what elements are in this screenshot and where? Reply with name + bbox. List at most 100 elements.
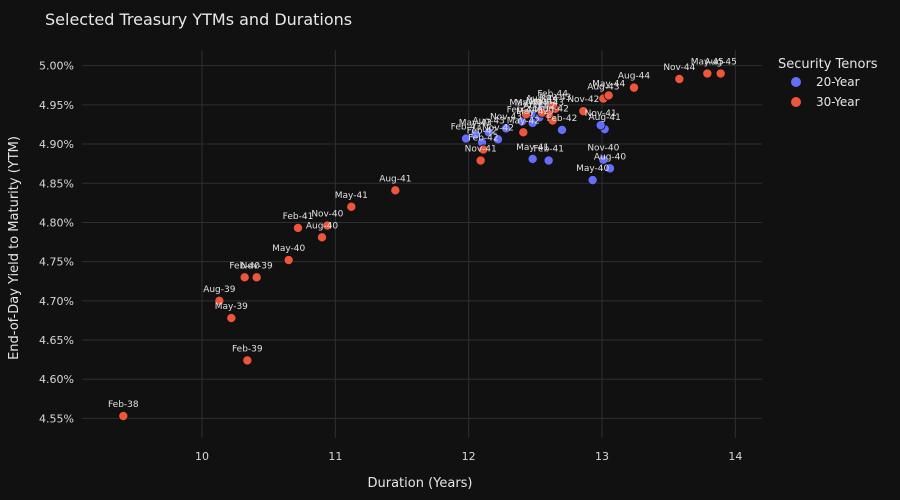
data-point-30-year — [547, 100, 558, 111]
data-point-30-year — [702, 68, 713, 79]
point-label: May-44 — [515, 98, 548, 108]
data-point-30-year — [251, 272, 262, 283]
point-label: Feb-40 — [229, 261, 260, 271]
data-point-20-year — [595, 120, 606, 131]
data-point-20-year — [587, 175, 598, 186]
chart-title: Selected Treasury YTMs and Durations — [45, 10, 352, 29]
point-label: Nov-43 — [539, 93, 571, 103]
point-label: Aug-41 — [379, 174, 411, 184]
x-tick-label: 12 — [462, 450, 476, 463]
point-label: Feb-42 — [467, 126, 498, 136]
y-tick-labels: 4.55% 4.60% 4.65% 4.70% 4.75% 4.80% 4.85% 4.90%… — [39, 60, 74, 426]
legend-marker — [791, 97, 801, 107]
data-point-20-year — [598, 154, 609, 165]
x-tick-labels: 10 11 12 13 14 — [195, 450, 742, 463]
data-point-20-year — [460, 133, 471, 144]
legend-entry: 30-Year — [816, 95, 860, 109]
x-axis-title: Duration (Years) — [367, 476, 472, 491]
x-tick-label: 13 — [595, 450, 609, 463]
point-label: Nov-40 — [587, 144, 619, 154]
data-point-30-year — [478, 144, 489, 155]
data-point-30-year — [283, 255, 294, 266]
data-point-30-year — [118, 411, 129, 422]
data-point-20-year — [500, 123, 511, 134]
data-point-20-year — [492, 134, 503, 145]
point-label: Aug-42 — [537, 105, 569, 115]
data-point-30-year — [629, 82, 640, 93]
data-point-30-year — [537, 107, 548, 118]
point-label: May-42 — [516, 107, 549, 117]
data-point-30-year — [239, 272, 250, 283]
point-label: May-41 — [516, 143, 549, 153]
point-label: Nov-42 — [567, 95, 599, 105]
point-label: Feb-44 — [537, 90, 568, 100]
point-label: May-45 — [691, 58, 724, 68]
y-tick-label: 4.65% — [39, 334, 74, 347]
point-label: Aug-41 — [589, 113, 621, 123]
point-label: Nov-42 — [482, 123, 514, 133]
y-tick-label: 4.60% — [39, 373, 74, 386]
x-tick-label: 10 — [195, 450, 209, 463]
data-point-20-year — [557, 124, 568, 135]
point-label: Feb-41 — [283, 212, 314, 222]
point-label: May-43 — [509, 98, 542, 108]
data-point-30-year — [214, 295, 225, 306]
data-point-30-year — [292, 222, 303, 233]
point-label: Aug-44 — [618, 72, 651, 82]
point-label: Nov-41 — [465, 145, 497, 155]
point-label: Feb-41 — [533, 145, 564, 155]
data-point-30-year — [715, 68, 726, 79]
point-label: Aug-44 — [526, 94, 559, 104]
y-tick-label: 4.70% — [39, 295, 74, 308]
data-point-30-year — [521, 109, 532, 120]
point-label: May-40 — [272, 244, 305, 254]
data-points — [118, 68, 726, 422]
y-tick-label: 4.85% — [39, 177, 74, 190]
x-tick-label: 11 — [328, 450, 342, 463]
y-tick-label: 4.55% — [39, 412, 74, 425]
data-point-30-year — [242, 355, 253, 366]
x-tick-label: 14 — [728, 450, 742, 463]
point-label: May-41 — [335, 191, 368, 201]
point-label: May-44 — [592, 79, 625, 89]
data-point-20-year — [483, 127, 494, 138]
point-label: Nov-43 — [526, 97, 558, 107]
y-tick-label: 4.80% — [39, 216, 74, 229]
point-label: Aug-45 — [705, 58, 737, 68]
point-label: Aug-43 — [473, 116, 505, 126]
y-axis-title: End-of-Day Yield to Maturity (YTM) — [7, 136, 22, 360]
point-label: Feb-38 — [108, 400, 139, 410]
data-point-30-year — [475, 155, 486, 166]
point-label: Feb-42 — [547, 114, 578, 124]
data-point-30-year — [578, 106, 589, 117]
point-label: Aug-39 — [203, 285, 236, 295]
legend-entry: 20-Year — [816, 75, 860, 89]
y-tick-label: 4.90% — [39, 138, 74, 151]
point-label: Feb-42 — [468, 134, 499, 144]
data-point-30-year — [674, 74, 685, 85]
data-point-30-year — [346, 201, 357, 212]
point-label: Feb-43 — [533, 98, 564, 108]
point-label: May-43 — [459, 119, 492, 129]
y-tick-label: 4.95% — [39, 99, 74, 112]
data-point-20-year — [605, 163, 616, 174]
point-label: Nov-41 — [585, 109, 617, 119]
point-label: Feb-39 — [232, 344, 263, 354]
legend-marker — [791, 77, 801, 87]
point-label: Nov-39 — [241, 261, 273, 271]
data-point-20-year — [543, 155, 554, 166]
point-label: Aug-40 — [306, 221, 339, 231]
point-label: May-39 — [215, 302, 248, 312]
point-label: Nov-40 — [311, 210, 343, 220]
data-point-30-year — [226, 313, 237, 324]
data-point-20-year — [470, 129, 481, 140]
data-point-30-year — [518, 127, 529, 138]
data-point-30-year — [390, 185, 401, 196]
y-tick-label: 4.75% — [39, 256, 74, 269]
point-label: Nov-43 — [490, 112, 522, 122]
point-label: May-42 — [507, 116, 540, 126]
data-point-30-year — [322, 220, 333, 231]
data-point-30-year — [603, 90, 614, 101]
point-label: Feb-44 — [507, 105, 538, 115]
